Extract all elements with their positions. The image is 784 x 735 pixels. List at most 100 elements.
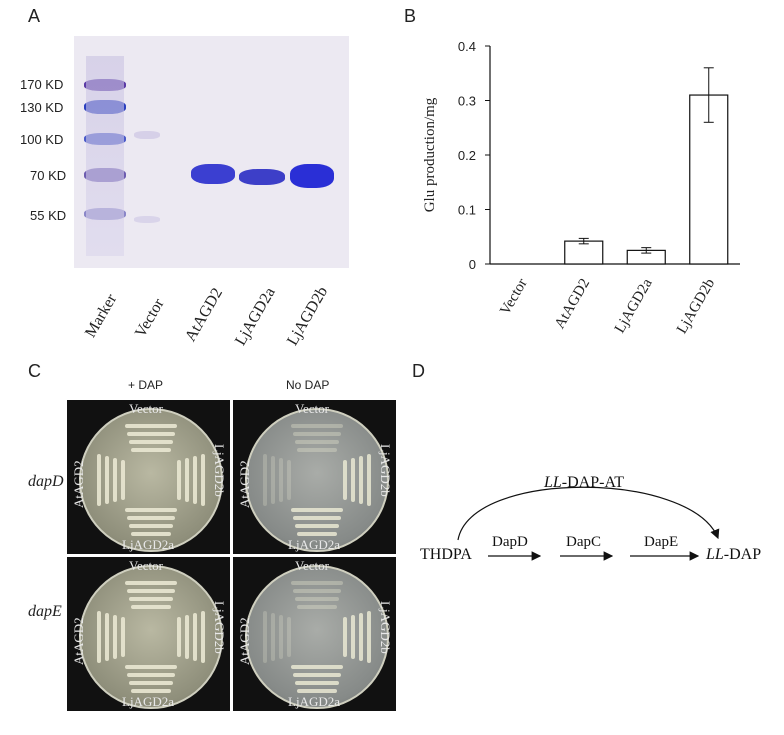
- y-axis-label: Glu production/mg: [422, 97, 438, 212]
- bypass-prefix: LL: [544, 474, 562, 491]
- y-tick-label: 0.2: [458, 148, 476, 163]
- marker-label-130: 130 KD: [20, 100, 64, 115]
- x-tick-label: AtAGD2: [552, 276, 593, 332]
- streak: [97, 454, 101, 506]
- step-dape: DapE: [644, 534, 679, 550]
- bypass-suffix: -DAP-AT: [561, 474, 625, 491]
- streak: [279, 458, 283, 502]
- plate-label-left: AtAGD2: [237, 617, 252, 665]
- marker-label-55: 55 KD: [30, 208, 67, 223]
- streak: [201, 454, 205, 506]
- lane-label-ljagd2b: LjAGD2b: [284, 283, 332, 349]
- streak: [293, 516, 341, 520]
- streak: [193, 456, 197, 504]
- streak: [125, 508, 177, 512]
- plate-dapd-plus-dap: [79, 408, 223, 552]
- streak: [295, 524, 339, 528]
- streak: [121, 617, 125, 657]
- plate-label-top: Vector: [295, 558, 329, 573]
- plate-label-right: LjAGD2b: [378, 601, 393, 654]
- panel-label-c: C: [28, 361, 41, 381]
- streak: [295, 440, 339, 444]
- streak: [287, 460, 291, 500]
- panel-label-b: B: [404, 6, 417, 26]
- streak: [263, 454, 267, 506]
- y-tick-label: 0: [469, 257, 476, 272]
- ljagd2a-band: [239, 169, 285, 185]
- streak: [131, 689, 171, 693]
- streak: [185, 458, 189, 502]
- plate-dape-plus-dap: [79, 565, 223, 709]
- streak: [177, 617, 181, 657]
- col-header-plus-dap: + DAP: [128, 378, 164, 392]
- streak: [297, 448, 337, 452]
- streak: [121, 460, 125, 500]
- plate-label-top: Vector: [129, 558, 163, 573]
- marker-label-170: 170 KD: [20, 77, 64, 92]
- product-prefix: LL: [706, 546, 724, 563]
- lane-label-atagd2: AtAGD2: [182, 285, 227, 345]
- streak: [263, 611, 267, 663]
- plate-dapd-no-dap: [245, 408, 389, 552]
- product-ll-dap: LL-DAP: [706, 546, 761, 564]
- sds-page-gel: [74, 36, 349, 268]
- streak: [351, 458, 355, 502]
- streak: [125, 665, 177, 669]
- plate-dape-no-dap-cell: Vector LjAGD2a AtAGD2 LjAGD2b: [233, 557, 396, 711]
- step-dapd: DapD: [492, 534, 528, 550]
- plate-label-right: LjAGD2b: [212, 444, 227, 497]
- streak: [113, 615, 117, 659]
- streak: [97, 611, 101, 663]
- panel-label-a: A: [28, 6, 41, 26]
- plate-label-bottom: LjAGD2a: [122, 694, 174, 709]
- bar-ljagd2b: [689, 94, 729, 265]
- streak: [343, 617, 347, 657]
- product-suffix: -DAP: [723, 546, 762, 563]
- streak: [113, 458, 117, 502]
- plate-label-bottom: LjAGD2a: [288, 694, 340, 709]
- streak: [291, 508, 343, 512]
- plate-dape-no-dap: [245, 565, 389, 709]
- streak: [359, 456, 363, 504]
- streak: [367, 454, 371, 506]
- y-tick-label: 0.3: [458, 94, 476, 109]
- streak: [291, 581, 343, 585]
- plate-label-left: AtAGD2: [71, 617, 86, 665]
- streak: [185, 615, 189, 659]
- streak: [343, 460, 347, 500]
- lane-label-vector: Vector: [132, 295, 168, 341]
- plate-label-right: LjAGD2b: [212, 601, 227, 654]
- plate-dapd-plus-dap-cell: Vector LjAGD2a AtAGD2 LjAGD2b: [67, 400, 230, 554]
- plate-label-bottom: LjAGD2a: [288, 537, 340, 552]
- streak: [295, 597, 339, 601]
- x-tick-label: LjAGD2b: [674, 276, 718, 337]
- atagd2-band: [191, 164, 235, 184]
- pathway-arrows: [457, 486, 720, 561]
- streak: [271, 613, 275, 661]
- streak: [129, 524, 173, 528]
- streak: [293, 432, 341, 436]
- substrate-thdpa: THDPA: [420, 546, 472, 563]
- streak: [351, 615, 355, 659]
- streak: [297, 689, 337, 693]
- streak: [105, 613, 109, 661]
- step-dapc: DapC: [566, 534, 601, 550]
- vector-faint-band-2: [134, 216, 160, 223]
- streak: [127, 673, 175, 677]
- bypass-arc: [457, 486, 720, 541]
- lane-label-ljagd2a: LjAGD2a: [232, 284, 279, 349]
- y-tick-label: 0.1: [458, 203, 476, 218]
- streak: [297, 532, 337, 536]
- streak: [359, 613, 363, 661]
- bar-atagd2: [564, 240, 604, 265]
- x-tick-label: Vector: [497, 276, 530, 318]
- streak: [131, 605, 171, 609]
- streak: [271, 456, 275, 504]
- vector-faint-band: [134, 131, 160, 139]
- streak: [105, 456, 109, 504]
- plate-label-top: Vector: [129, 401, 163, 416]
- streak: [297, 605, 337, 609]
- streak: [129, 597, 173, 601]
- streak: [291, 424, 343, 428]
- streak: [127, 432, 175, 436]
